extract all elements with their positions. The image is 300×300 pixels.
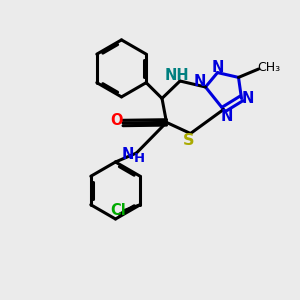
Text: Cl: Cl xyxy=(110,203,126,218)
Text: CH₃: CH₃ xyxy=(257,61,281,74)
Text: O: O xyxy=(110,113,123,128)
Text: NH: NH xyxy=(165,68,189,82)
Text: N: N xyxy=(121,147,134,162)
Text: N: N xyxy=(242,91,254,106)
Text: H: H xyxy=(134,152,145,165)
Text: S: S xyxy=(183,133,195,148)
Text: N: N xyxy=(194,74,206,89)
Text: N: N xyxy=(211,60,224,75)
Text: N: N xyxy=(220,109,233,124)
